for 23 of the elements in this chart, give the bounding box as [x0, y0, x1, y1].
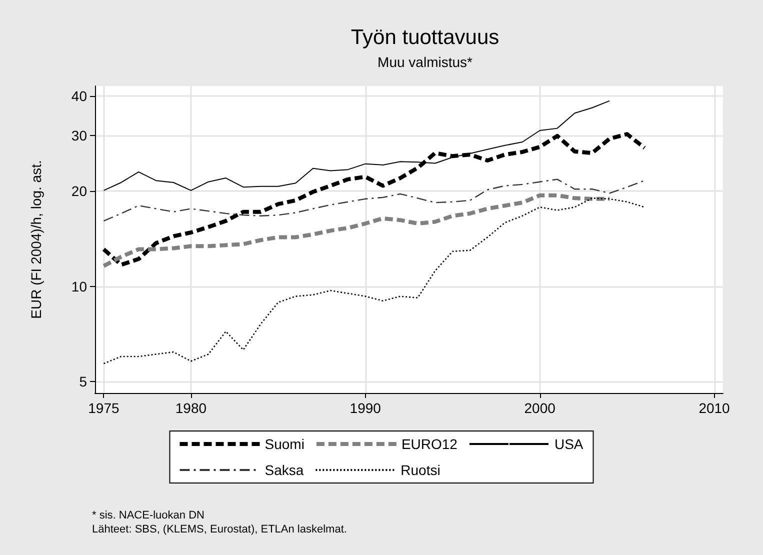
x-tick-label: 1975 — [88, 400, 120, 416]
y-axis-title: EUR (FI 2004)/h, log. ast. — [28, 160, 44, 319]
text: Lähteet: SBS, (KLEMS, Eurostat), ETLAn laskelmat. — [92, 524, 347, 536]
legend-label: EURO12 — [401, 436, 458, 452]
y-tick-label: 10 — [71, 278, 88, 294]
y-tick-label: 5 — [79, 374, 88, 390]
legend-label: Ruotsi — [400, 462, 440, 478]
legend-label: USA — [554, 436, 584, 452]
text: * sis. NACE-luokan DN — [92, 510, 205, 522]
x-tick-label: 1990 — [350, 400, 382, 416]
line-series — [102, 193, 612, 268]
y-tick-label: 20 — [71, 183, 88, 200]
x-tick-label: 1980 — [175, 400, 207, 416]
chart-subtitle: Muu valmistus* — [378, 54, 474, 70]
y-tick-label: 30 — [71, 127, 88, 144]
legend-label: Suomi — [264, 436, 304, 452]
x-tick-label: 2000 — [524, 400, 556, 416]
legend-label: Saksa — [264, 462, 304, 478]
y-tick-label: 40 — [71, 88, 88, 104]
chart-title: Työn tuottavuus — [350, 26, 500, 49]
line-series — [103, 178, 646, 222]
x-tick-label: 2010 — [698, 400, 730, 416]
line-series — [103, 198, 646, 364]
